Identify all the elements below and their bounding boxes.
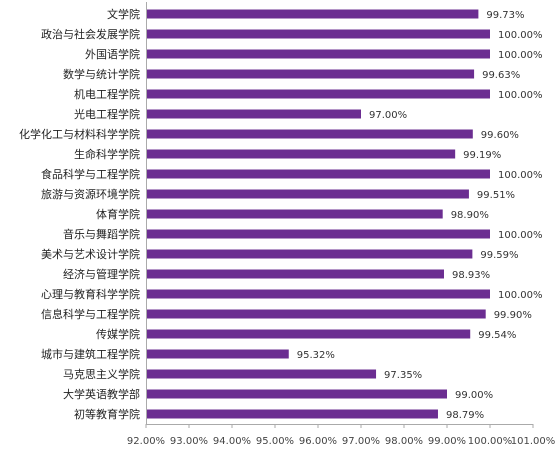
- x-tick-label: 99.00%: [428, 436, 466, 447]
- category-label: 数学与统计学院: [63, 67, 140, 81]
- value-label: 99.59%: [480, 250, 518, 261]
- category-label: 美术与艺术设计学院: [41, 247, 140, 261]
- x-tick-label: 92.00%: [127, 436, 165, 447]
- bars: [147, 9, 490, 419]
- value-label: 97.00%: [369, 110, 407, 121]
- x-tick-labels: 92.00% 93.00% 94.00% 95.00% 96.00% 97.00% 98.0…: [127, 436, 555, 447]
- value-label: 99.63%: [482, 70, 520, 81]
- bar: [147, 49, 490, 59]
- value-label: 99.90%: [494, 310, 532, 321]
- bar: [147, 149, 456, 159]
- bar: [147, 109, 361, 119]
- value-label: 100.00%: [498, 30, 543, 41]
- category-label: 马克思主义学院: [63, 367, 140, 381]
- bar: [147, 349, 289, 359]
- value-label: 99.73%: [486, 10, 524, 21]
- bar: [147, 249, 473, 259]
- bar: [147, 289, 490, 299]
- value-label: 100.00%: [498, 230, 543, 241]
- category-label: 心理与教育科学学院: [41, 287, 140, 301]
- value-label: 99.60%: [481, 130, 519, 141]
- x-tick-label: 98.00%: [385, 436, 423, 447]
- value-label: 100.00%: [498, 290, 543, 301]
- category-label: 大学英语教学部: [63, 387, 140, 401]
- category-label: 外国语学院: [85, 47, 140, 61]
- x-tick-label: 97.00%: [342, 436, 380, 447]
- bar: [147, 129, 473, 139]
- x-tick-label: 96.00%: [299, 436, 337, 447]
- bar: [147, 369, 377, 379]
- category-label: 生命科学学院: [74, 147, 140, 161]
- value-label: 100.00%: [498, 50, 543, 61]
- bar: [147, 169, 490, 179]
- category-label: 体育学院: [96, 207, 140, 221]
- value-label: 99.54%: [478, 330, 516, 341]
- bar: [147, 9, 479, 19]
- category-label: 旅游与资源环境学院: [41, 187, 140, 201]
- bar: [147, 29, 490, 39]
- bar: [147, 389, 447, 399]
- value-label: 100.00%: [498, 170, 543, 181]
- value-label: 95.32%: [297, 350, 335, 361]
- bar: [147, 69, 475, 79]
- x-tick-label: 95.00%: [256, 436, 294, 447]
- value-labels: 99.73% 100.00% 100.00% 99.63% 100.00% 97.00% 9…: [297, 10, 543, 421]
- category-label: 化学化工与材料科学学院: [19, 127, 140, 141]
- value-label: 100.00%: [498, 90, 543, 101]
- bar: [147, 329, 471, 339]
- value-label: 98.90%: [451, 210, 489, 221]
- bar: [147, 309, 486, 319]
- category-labels: 文学院政治与社会发展学院外国语学院数学与统计学院机电工程学院光电工程学院化学化工…: [19, 7, 140, 421]
- bar: [147, 409, 438, 419]
- x-tick-marks: [145, 424, 534, 428]
- category-label: 传媒学院: [96, 327, 140, 341]
- value-label: 99.00%: [455, 390, 493, 401]
- value-label: 98.79%: [446, 410, 484, 421]
- x-tick-label: 94.00%: [213, 436, 251, 447]
- category-label: 城市与建筑工程学院: [41, 347, 140, 361]
- value-label: 97.35%: [384, 370, 422, 381]
- x-tick-label: 101.00%: [511, 436, 556, 447]
- category-label: 文学院: [107, 7, 140, 21]
- value-label: 99.51%: [477, 190, 515, 201]
- value-label: 98.93%: [452, 270, 490, 281]
- category-label: 音乐与舞蹈学院: [63, 227, 140, 241]
- x-tick-label: 93.00%: [170, 436, 208, 447]
- bar: [147, 209, 443, 219]
- bar: [147, 229, 490, 239]
- bar: [147, 89, 490, 99]
- value-label: 99.19%: [463, 150, 501, 161]
- category-label: 信息科学与工程学院: [41, 307, 140, 321]
- category-label: 政治与社会发展学院: [41, 27, 140, 41]
- category-label: 光电工程学院: [74, 107, 140, 121]
- bar: [147, 269, 444, 279]
- category-label: 初等教育学院: [74, 407, 140, 421]
- category-label: 经济与管理学院: [63, 267, 140, 281]
- x-tick-label: 100.00%: [468, 436, 513, 447]
- category-label: 机电工程学院: [74, 87, 140, 101]
- bar: [147, 189, 469, 199]
- category-label: 食品科学与工程学院: [41, 167, 140, 181]
